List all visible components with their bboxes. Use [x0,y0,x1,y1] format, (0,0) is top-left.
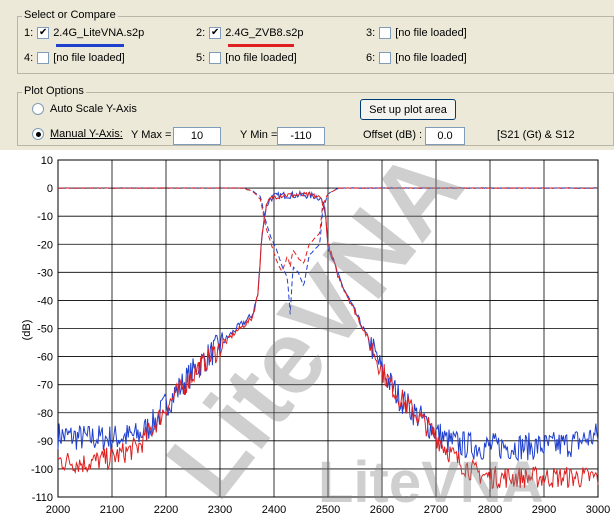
y-tick-label: -40 [37,295,53,307]
slot-1-index: 1: [24,27,34,39]
y-axis-label: (dB) [21,320,33,341]
y-tick-label: -100 [31,464,53,476]
slot-3-file[interactable]: [no file loaded] [395,27,467,39]
slot-4: 4: [no file loaded] [24,52,125,64]
y-tick-label: -90 [37,436,53,448]
x-tick-label: 2800 [478,504,502,516]
trace-2 [57,191,599,490]
ymax-label: Y Max = [131,129,172,141]
slot-2-checkbox[interactable]: ✔ [209,27,222,39]
auto-scale-label: Auto Scale Y-Axis [50,103,137,115]
auto-scale-radio[interactable] [32,103,44,115]
trace-4 [57,187,599,272]
y-tick-label: -110 [32,492,53,504]
s-parameter-chart: LiteVNA LiteVNA LiteVNA (dB) 20002100220… [0,150,614,522]
plot-frame [57,159,599,498]
slot-5-file[interactable]: [no file loaded] [225,52,297,64]
x-tick-label: 2400 [262,504,286,516]
offset-input[interactable] [425,127,465,145]
chart-axes: (dB) 2000 2100 2200 2300 2400 2500 2600 2700 280… [21,155,610,516]
slot-6-index: 6: [366,52,376,64]
setup-plot-area-button[interactable]: Set up plot area [360,99,456,120]
slot-4-index: 4: [24,52,34,64]
x-tick-label: 2200 [154,504,178,516]
slot-4-file[interactable]: [no file loaded] [53,52,125,64]
ymin-input[interactable] [277,127,325,145]
slot-6: 6: [no file loaded] [366,52,467,64]
slot-4-checkbox[interactable] [37,52,50,64]
slot-5: 5: [no file loaded] [196,52,297,64]
check-icon: ✔ [210,27,220,38]
offset-label: Offset (dB) : [363,129,423,141]
slot-2-file[interactable]: 2.4G_ZVB8.s2p [225,27,304,39]
y-tick-label: 0 [47,183,53,195]
select-compare-title: Select or Compare [22,9,118,21]
ymin-label: Y Min = [240,129,278,141]
chart-background [0,150,614,522]
slot-1-color-line [56,44,124,47]
auto-scale-option[interactable]: Auto Scale Y-Axis [32,103,137,115]
y-tick-label: -50 [37,324,53,336]
slot-2: 2: ✔ 2.4G_ZVB8.s2p [196,27,303,39]
x-tick-label: 2000 [46,504,70,516]
slot-5-checkbox[interactable] [209,52,222,64]
manual-y-radio[interactable] [32,128,44,140]
slot-1: 1: ✔ 2.4G_LiteVNA.s2p [24,27,144,39]
x-tick-label: 2900 [532,504,556,516]
y-tick-label: -70 [37,380,53,392]
y-tick-label: -60 [37,352,53,364]
slot-2-color-line [228,44,294,47]
watermark-bottom: LiteVNA [318,450,544,515]
y-tick-label: 10 [41,155,53,167]
x-tick-label: 2500 [316,504,340,516]
y-tick-label: -20 [37,239,53,251]
slot-6-file[interactable]: [no file loaded] [395,52,467,64]
slot-3-index: 3: [366,27,376,39]
x-tick-label: 2600 [370,504,394,516]
manual-y-label: Manual Y-Axis: [50,128,123,140]
slot-2-index: 2: [196,27,206,39]
slot-6-checkbox[interactable] [379,52,392,64]
x-tick-label: 2700 [424,504,448,516]
slot-1-file[interactable]: 2.4G_LiteVNA.s2p [53,27,145,39]
chart-traces [57,187,599,490]
ymax-input[interactable] [173,127,221,145]
slot-1-checkbox[interactable]: ✔ [37,27,50,39]
slot-5-index: 5: [196,52,206,64]
trace-info-label: [S21 (Gt) & S12 [497,129,575,141]
plot-options-title: Plot Options [22,85,86,97]
y-tick-label: -10 [37,211,53,223]
slot-3: 3: [no file loaded] [366,27,467,39]
manual-y-option[interactable]: Manual Y-Axis: [32,128,123,140]
x-tick-label: 2300 [208,504,232,516]
y-tick-label: -80 [37,408,53,420]
select-compare-group: Select or Compare [17,9,614,74]
x-tick-label: 3000 [586,504,610,516]
x-tick-label: 2100 [100,504,124,516]
radio-dot-icon [35,131,41,137]
check-icon: ✔ [38,27,48,38]
y-tick-label: -30 [37,267,53,279]
slot-3-checkbox[interactable] [379,27,392,39]
